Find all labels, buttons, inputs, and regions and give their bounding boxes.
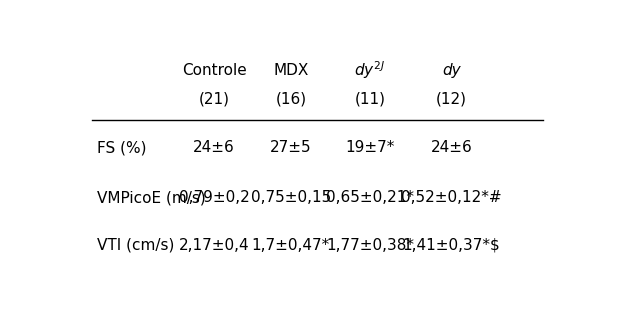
Text: 2,17±0,4: 2,17±0,4 (179, 238, 249, 253)
Text: (16): (16) (275, 92, 306, 107)
Text: 1,7±0,47*: 1,7±0,47* (252, 238, 330, 253)
Text: 0,75±0,15: 0,75±0,15 (251, 190, 331, 205)
Text: Controle: Controle (182, 63, 246, 78)
Text: 19±7*: 19±7* (345, 140, 395, 155)
Text: MDX: MDX (273, 63, 308, 78)
Text: (21): (21) (199, 92, 230, 107)
Text: VTI (cm/s): VTI (cm/s) (97, 238, 174, 253)
Text: 24±6: 24±6 (431, 140, 472, 155)
Text: VMPicoE (m/s): VMPicoE (m/s) (97, 190, 206, 205)
Text: FS (%): FS (%) (97, 140, 146, 155)
Text: $dy^{2J}$: $dy^{2J}$ (355, 59, 386, 81)
Text: dy: dy (442, 63, 461, 78)
Text: 0,65±0,21*: 0,65±0,21* (326, 190, 414, 205)
Text: (11): (11) (355, 92, 386, 107)
Text: (12): (12) (436, 92, 467, 107)
Text: 0,79±0,2: 0,79±0,2 (179, 190, 249, 205)
Text: 0,52±0,12*#: 0,52±0,12*# (401, 190, 502, 205)
Text: 1,77±0,38*: 1,77±0,38* (326, 238, 414, 253)
Text: 27±5: 27±5 (270, 140, 311, 155)
Text: 24±6: 24±6 (193, 140, 235, 155)
Text: 1,41±0,37*$: 1,41±0,37*$ (403, 238, 500, 253)
